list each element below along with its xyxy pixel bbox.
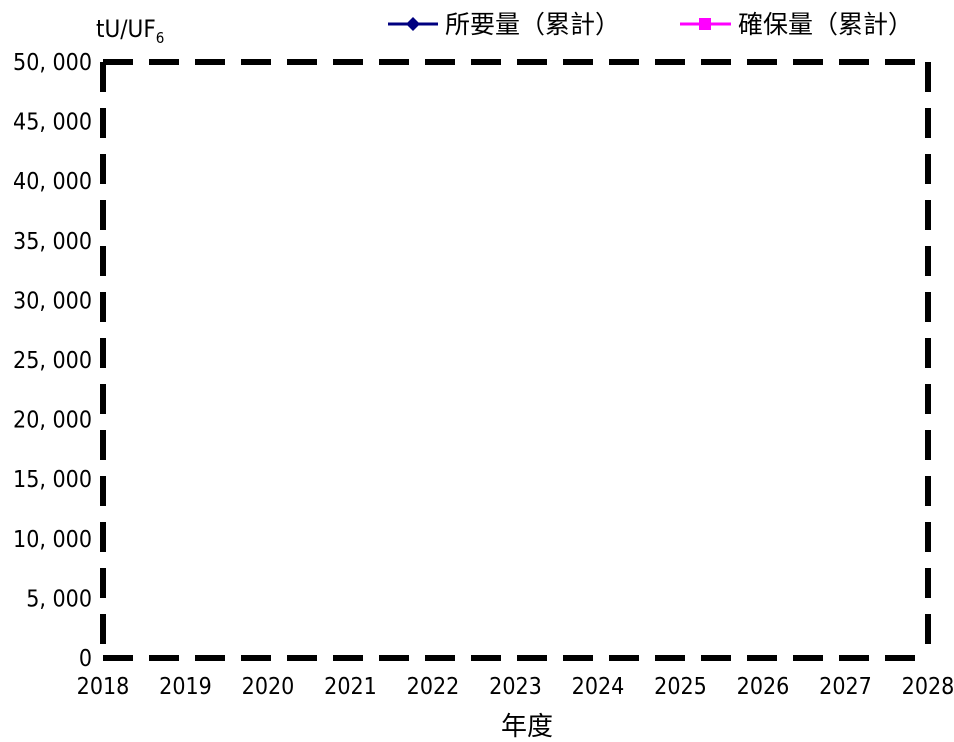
y-unit-subscript: 6 [156, 29, 165, 47]
x-tick-label: 2018 [77, 674, 130, 700]
y-unit-text: tU/UF [96, 15, 156, 43]
legend-square-icon [699, 18, 711, 30]
y-tick-label: 20, 000 [13, 408, 92, 434]
x-axis-ticks: 2018 2019 2020 2021 2022 2023 2024 2025 2026 2027… [77, 674, 954, 700]
x-tick-label: 2026 [737, 674, 790, 700]
y-tick-label: 30, 000 [13, 288, 92, 314]
x-tick-label: 2021 [324, 674, 377, 700]
y-tick-label: 35, 000 [13, 229, 92, 255]
y-tick-label: 45, 000 [13, 110, 92, 136]
y-tick-label: 10, 000 [13, 527, 92, 553]
x-tick-label: 2027 [819, 674, 872, 700]
y-axis-ticks: 0 5, 000 10, 000 15, 000 20, 000 25, 000 30, 0… [13, 50, 92, 672]
x-tick-label: 2028 [902, 674, 954, 700]
x-tick-label: 2025 [654, 674, 707, 700]
y-tick-label: 40, 000 [13, 169, 92, 195]
y-tick-label: 15, 000 [13, 467, 92, 493]
legend-label-secured: 確保量（累計） [738, 10, 913, 39]
x-tick-label: 2022 [407, 674, 460, 700]
legend-diamond-icon [406, 17, 420, 31]
y-tick-label: 0 [79, 646, 92, 672]
y-tick-label: 25, 000 [13, 348, 92, 374]
legend-item-required: 所要量（累計） [388, 10, 620, 39]
x-tick-label: 2020 [242, 674, 295, 700]
y-unit-label: tU/UF6 [96, 15, 164, 47]
x-tick-label: 2024 [572, 674, 625, 700]
x-tick-label: 2019 [159, 674, 212, 700]
x-axis-title: 年度 [501, 712, 553, 742]
legend-label-required: 所要量（累計） [445, 10, 620, 39]
legend: 所要量（累計） 確保量（累計） [388, 10, 913, 39]
x-tick-label: 2023 [489, 674, 542, 700]
plot-area [100, 59, 931, 661]
y-tick-label: 5, 000 [26, 586, 92, 612]
legend-item-secured: 確保量（累計） [680, 10, 913, 39]
y-tick-label: 50, 000 [13, 50, 92, 76]
